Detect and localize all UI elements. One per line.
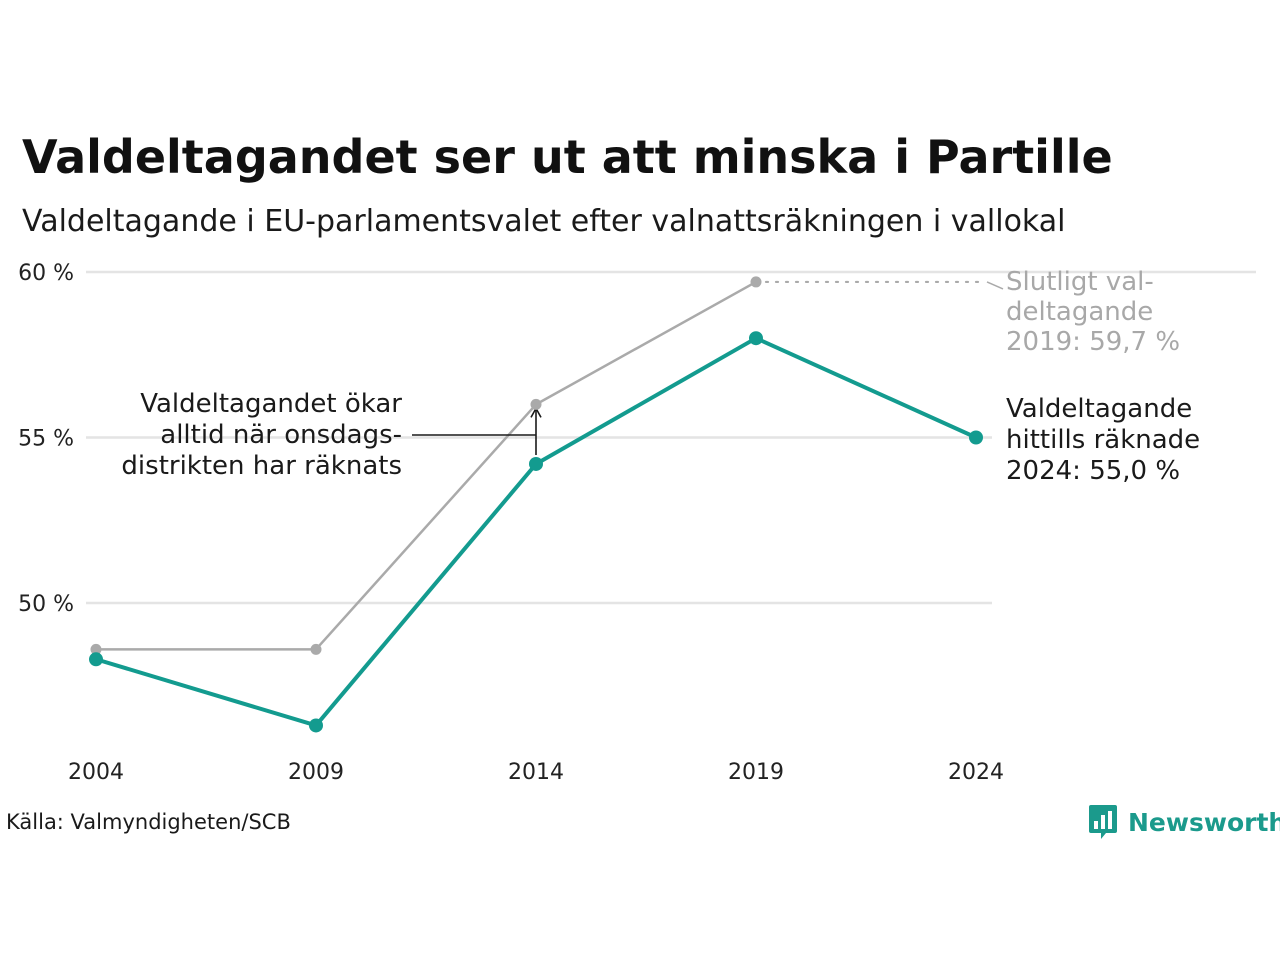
wednesday-note: Valdeltagandet ökar alltid när onsdags-di… [121,389,402,481]
annotations: Slutligt val-deltagande 2019: 59,7 % Valde… [121,267,1200,486]
wednesday-note-line: Valdeltagandet ökar [140,389,402,419]
current-value-label-line: 2024: 55,0 % [1006,456,1180,486]
final-data-point [750,276,762,288]
final-data-point [530,398,542,410]
final-value-label-line: deltagande [1006,297,1153,327]
series-lines [95,280,977,728]
final-value-label-line: 2019: 59,7 % [1006,327,1180,357]
election_night-data-point [749,331,763,346]
final-value-label: Slutligt val-deltagande 2019: 59,7 % [1006,267,1180,357]
data-points [89,276,983,733]
brand-logo: Newsworthy [1088,802,1280,842]
chart-subtitle: Valdeltagande i EU-parlamentsvalet efter… [22,204,1066,239]
source-note: Källa: Valmyndigheten/SCB [6,810,291,834]
x-axis-ticks: 2004 2009 2014 2019 2024 [68,760,1004,785]
election_night-data-point [529,456,543,471]
y-tick-label: 50 % [18,592,74,617]
y-tick-label: 55 % [18,427,74,452]
grid-lines [86,270,1256,605]
y-tick-label: 60 % [18,261,74,286]
x-tick-label: 2019 [728,760,784,785]
current-value-label: Valdeltagande hittills räknade 2024: 55,0 … [1006,394,1200,486]
newsworthy-logo-icon [1089,805,1117,839]
final-data-point [310,643,322,655]
annotation-arrow-line [412,408,537,455]
chart-title: Valdeltagandet ser ut att minska i Parti… [22,130,1113,184]
x-tick-label: 2014 [508,760,564,785]
x-tick-label: 2009 [288,760,344,785]
wednesday-note-line: distrikten har räknats [121,451,402,481]
x-tick-label: 2024 [948,760,1004,785]
current-value-label-line: Valdeltagande [1006,394,1192,424]
y-axis-ticks: 50 % 55 % 60 % [18,261,74,617]
wednesday-note-line: alltid när onsdags- [160,420,402,450]
election_night-data-point [89,652,103,667]
final-label-leader-tick [986,281,1004,290]
x-tick-label: 2004 [68,760,124,785]
current-value-label-line: hittills räknade [1006,425,1200,455]
election_night-data-point [969,430,983,445]
final-value-label-line: Slutligt val- [1006,267,1154,297]
final-data-point [90,643,102,655]
brand-name: Newsworthy [1128,807,1280,837]
final-series-line [96,280,757,651]
election_night-data-point [309,718,323,733]
